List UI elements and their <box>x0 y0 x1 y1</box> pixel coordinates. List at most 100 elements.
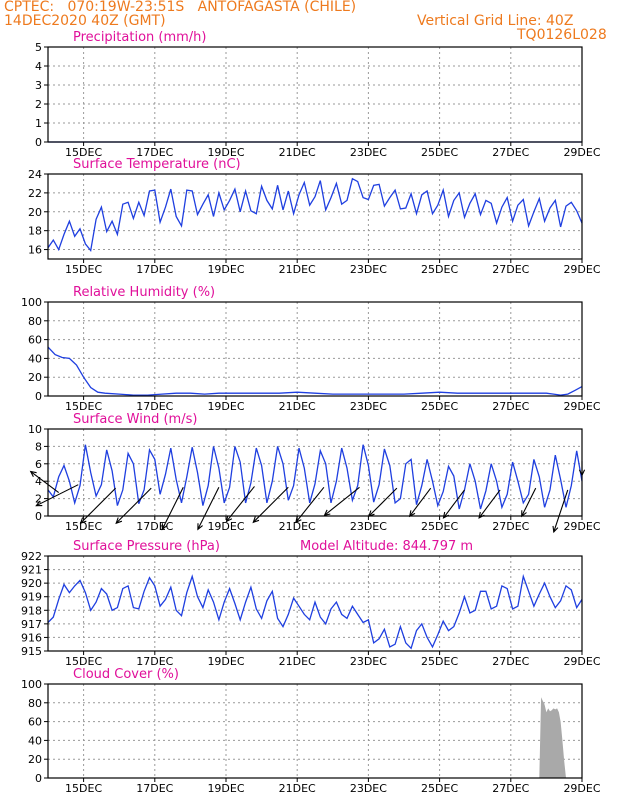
wind-arrow <box>478 489 501 519</box>
header-line2-left: 14DEC2020 40Z (GMT) <box>4 13 166 29</box>
y-tick-label: 6 <box>35 458 42 471</box>
wind-arrow-head <box>115 517 123 525</box>
wind-arrow-head <box>35 500 43 507</box>
panel-2: Surface Temperature (nC) 16 18 20 22 24 15DEC 1… <box>28 157 601 276</box>
y-tick-label: 20 <box>28 371 42 384</box>
panel-1: Precipitation (mm/h) 0 1 2 3 4 5 15DEC 17DEC 19DE… <box>35 30 601 159</box>
y-tick-label: 100 <box>21 678 42 691</box>
x-tick-label: 29DEC <box>563 400 600 413</box>
y-tick-label: 4 <box>35 60 42 73</box>
x-tick-label: 21DEC <box>279 520 316 533</box>
wind-arrow <box>115 487 152 524</box>
y-tick-label: 10 <box>28 423 42 436</box>
wind-arrow-head <box>29 470 37 478</box>
wind-arrow <box>36 484 79 507</box>
x-tick-label: 27DEC <box>492 520 529 533</box>
series-line <box>47 573 583 650</box>
y-tick-label: 921 <box>21 564 42 577</box>
x-tick-label: 15DEC <box>65 655 102 668</box>
x-tick-label: 19DEC <box>207 263 244 276</box>
y-tick-label: 920 <box>21 577 42 590</box>
y-tick-label: 18 <box>28 225 42 238</box>
panel-frame <box>47 555 583 652</box>
y-tick-label: 0 <box>35 510 42 523</box>
x-tick-label: 17DEC <box>136 146 173 159</box>
x-tick-label: 27DEC <box>492 782 529 795</box>
x-tick-label: 27DEC <box>492 146 529 159</box>
x-tick-label: 25DEC <box>421 263 458 276</box>
y-tick-label: 22 <box>28 187 42 200</box>
y-tick-label: 100 <box>21 296 42 309</box>
y-tick-label: 80 <box>28 315 42 328</box>
panel-3: Relative Humidity (%) 0 20 40 60 80 100 15DEC 17… <box>21 285 601 413</box>
header-line1-left: CPTEC: 070:19W-23:51S ANTOFAGASTA (CHILE… <box>4 0 357 15</box>
panel-title: Surface Temperature (nC) <box>73 157 241 172</box>
wind-arrow <box>295 486 325 523</box>
wind-arrow <box>409 487 432 517</box>
x-tick-label: 17DEC <box>136 520 173 533</box>
y-tick-label: 16 <box>28 244 42 257</box>
y-tick-label: 917 <box>21 618 42 631</box>
panel-title: Precipitation (mm/h) <box>73 30 206 45</box>
x-tick-label: 29DEC <box>563 263 600 276</box>
wind-arrow <box>553 489 569 533</box>
x-tick-label: 29DEC <box>563 520 600 533</box>
wind-arrow <box>368 487 398 517</box>
header-line2-right: TQ0126L028 <box>517 27 607 43</box>
x-tick-label: 21DEC <box>279 782 316 795</box>
x-tick-label: 19DEC <box>207 520 244 533</box>
wind-arrow <box>252 486 289 523</box>
wind-arrow <box>521 487 537 517</box>
wind-arrow <box>443 489 465 519</box>
x-tick-label: 17DEC <box>136 263 173 276</box>
y-tick-label: 922 <box>21 550 42 563</box>
y-tick-label: 8 <box>35 440 42 453</box>
wind-arrow <box>80 487 117 524</box>
y-tick-label: 1 <box>35 117 42 130</box>
x-tick-label: 29DEC <box>563 782 600 795</box>
y-tick-label: 0 <box>35 136 42 149</box>
y-tick-label: 40 <box>28 352 42 365</box>
x-tick-label: 27DEC <box>492 655 529 668</box>
y-tick-label: 5 <box>35 41 42 54</box>
x-tick-label: 21DEC <box>279 400 316 413</box>
x-tick-label: 25DEC <box>421 146 458 159</box>
panel-6: Cloud Cover (%) 0 20 40 60 80 100 15DEC 17DEC 19D… <box>21 667 601 795</box>
x-tick-label: 15DEC <box>65 782 102 795</box>
y-tick-label: 24 <box>28 168 42 181</box>
series-line <box>47 177 583 253</box>
panel-title: Relative Humidity (%) <box>73 285 215 300</box>
y-tick-label: 0 <box>35 390 42 403</box>
x-tick-label: 29DEC <box>563 146 600 159</box>
y-tick-label: 80 <box>28 697 42 710</box>
y-tick-label: 915 <box>21 645 42 658</box>
y-tick-label: 919 <box>21 591 42 604</box>
panel-frame <box>47 173 583 260</box>
x-tick-label: 19DEC <box>207 146 244 159</box>
y-tick-label: 918 <box>21 604 42 617</box>
panel-frame <box>47 301 583 397</box>
panel-frame <box>47 683 583 779</box>
x-tick-label: 15DEC <box>65 263 102 276</box>
x-tick-label: 21DEC <box>279 263 316 276</box>
panel-frame <box>47 46 583 143</box>
x-tick-label: 19DEC <box>207 655 244 668</box>
panel-frame <box>47 428 583 517</box>
y-tick-label: 2 <box>35 493 42 506</box>
x-tick-label: 23DEC <box>350 520 387 533</box>
wind-arrow-head <box>552 525 559 534</box>
x-tick-label: 29DEC <box>563 655 600 668</box>
y-tick-label: 916 <box>21 631 42 644</box>
series-line <box>47 346 583 396</box>
y-tick-label: 40 <box>28 734 42 747</box>
x-tick-label: 17DEC <box>136 782 173 795</box>
y-tick-label: 2 <box>35 98 42 111</box>
y-tick-label: 20 <box>28 753 42 766</box>
wind-arrow-head <box>79 517 87 525</box>
panel-title: Cloud Cover (%) <box>73 667 179 682</box>
wind-arrow <box>161 487 184 530</box>
x-tick-label: 25DEC <box>421 655 458 668</box>
model-altitude-label: Model Altitude: 844.797 m <box>300 539 473 554</box>
x-tick-label: 25DEC <box>421 520 458 533</box>
